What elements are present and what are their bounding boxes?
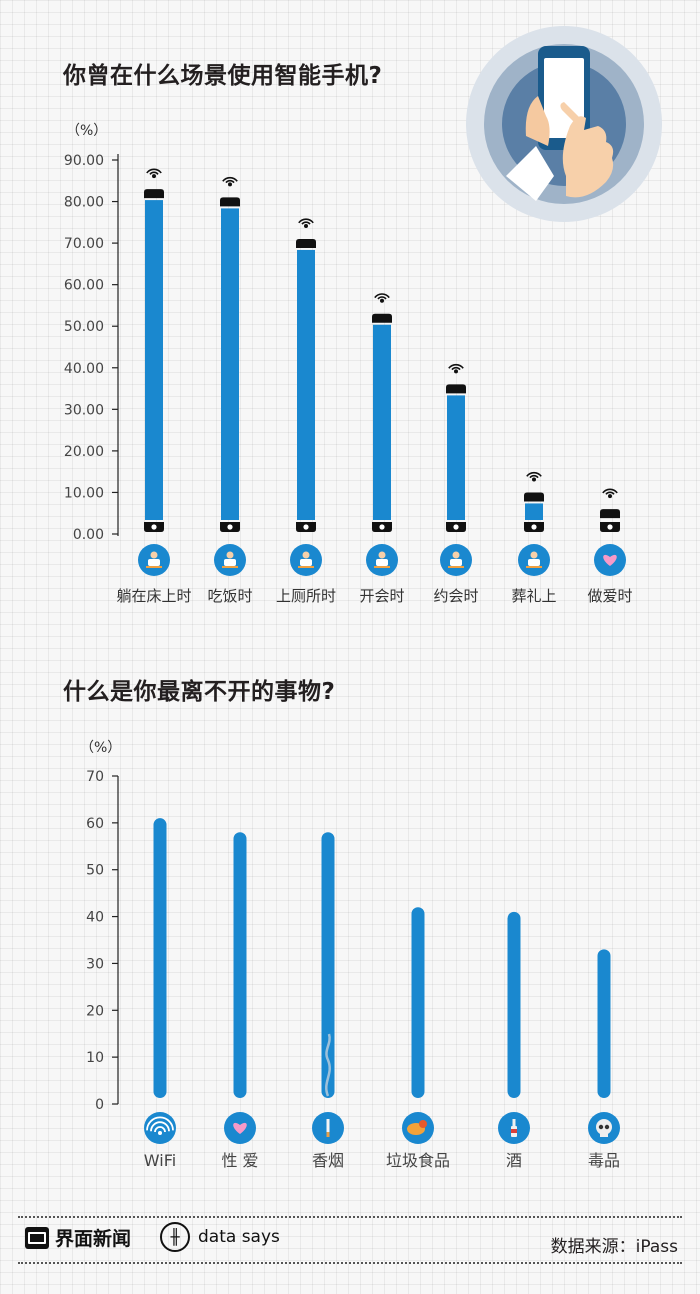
eating-icon <box>214 544 246 576</box>
hand-phone-illustration <box>466 26 662 222</box>
brand-logo-group: 界面新闻 <box>25 1224 131 1251</box>
scene-y-tick-label: 70.00 <box>64 236 104 252</box>
smoke-wisp <box>325 1033 331 1097</box>
scene-y-tick-label: 50.00 <box>64 319 104 335</box>
wifi-signal-icon-5 <box>526 471 542 482</box>
brand-logo-icon <box>25 1226 49 1249</box>
things-category-label: 香烟 <box>312 1151 344 1170</box>
heart-icon <box>224 1112 256 1144</box>
scene-y-tick-label: 10.00 <box>64 485 104 501</box>
things-y-tick-label: 0 <box>95 1097 104 1113</box>
scene-bar-chart: 0.00 10.00 20.00 30.00 40.00 50.00 60.00 70.00 8… <box>64 153 633 605</box>
things-y-tick-label: 50 <box>86 863 104 879</box>
scene-category-label: 做爱时 <box>587 587 632 605</box>
scene-chart-title: 你曾在什么场景使用智能手机? <box>63 63 383 89</box>
scene-y-tick-label: 20.00 <box>64 444 104 460</box>
wifi-signal-icon-2 <box>298 218 314 228</box>
scene-bar-5 <box>524 492 544 532</box>
things-y-tick-label: 10 <box>86 1050 104 1066</box>
things-bar-2 <box>321 832 335 1098</box>
things-bar-1 <box>233 832 247 1098</box>
things-y-tick-label: 40 <box>86 910 104 926</box>
scene-bar-0 <box>144 189 164 532</box>
wifi-signal-icon-0 <box>146 168 162 179</box>
date-icon <box>440 544 472 576</box>
data-says-label: data says <box>198 1227 280 1247</box>
wifi-signal-icon-1 <box>222 176 238 187</box>
things-y-tick-label: 30 <box>86 956 104 972</box>
scene-bar-2 <box>296 238 316 532</box>
scene-bar-6 <box>600 509 620 532</box>
things-bar-4 <box>507 911 521 1098</box>
toilet-icon <box>290 544 322 576</box>
scene-y-tick-label: 60.00 <box>64 278 104 294</box>
cigarette-icon <box>312 1112 344 1144</box>
things-y-tick-label: 70 <box>86 769 104 785</box>
data-source-note: 数据来源：iPass <box>550 1237 678 1257</box>
scene-bar-3 <box>372 313 392 532</box>
wifi-icon <box>144 1112 176 1144</box>
bed-icon <box>138 544 170 576</box>
junk-food-icon <box>402 1112 434 1144</box>
scene-category-label: 约会时 <box>433 587 478 605</box>
brand-name: 界面新闻 <box>55 1228 132 1250</box>
wine-icon <box>498 1112 530 1144</box>
things-chart-unit: （%） <box>80 740 122 756</box>
things-y-tick-label: 60 <box>86 816 104 832</box>
scene-y-tick-label: 80.00 <box>64 195 104 211</box>
scene-bar-4 <box>446 384 466 532</box>
scene-category-label: 上厕所时 <box>276 587 336 605</box>
data-says-logo-icon: ╫ <box>160 1222 190 1252</box>
scene-category-label: 葬礼上 <box>511 587 556 605</box>
wifi-signal-icon-4 <box>448 363 464 374</box>
skull-icon <box>588 1112 620 1144</box>
scene-category-label: 躺在床上时 <box>116 587 191 605</box>
scene-chart-unit: （%） <box>66 123 108 139</box>
things-y-tick-label: 20 <box>86 1003 104 1019</box>
wifi-signal-icon-3 <box>374 293 390 303</box>
scene-bar-1 <box>220 197 240 532</box>
scene-y-tick-label: 40.00 <box>64 361 104 377</box>
things-bar-5 <box>597 949 611 1098</box>
scene-category-label: 吃饭时 <box>207 587 252 605</box>
things-category-label: 毒品 <box>588 1151 620 1170</box>
scene-y-tick-label: 90.00 <box>64 153 104 169</box>
heart-icon <box>594 544 626 576</box>
things-category-label: 酒 <box>506 1151 522 1170</box>
things-bar-3 <box>411 907 425 1098</box>
scene-y-tick-label: 30.00 <box>64 402 104 418</box>
scene-y-tick-label: 0.00 <box>73 527 104 543</box>
things-category-label: 垃圾食品 <box>386 1151 450 1170</box>
footer-divider-top <box>18 1216 682 1218</box>
footer-divider-bottom <box>18 1262 682 1264</box>
wifi-signal-icon-6 <box>602 488 618 499</box>
things-bar-0 <box>153 818 167 1098</box>
things-chart-title: 什么是你最离不开的事物? <box>63 679 336 705</box>
scene-category-label: 开会时 <box>359 587 404 605</box>
data-says-group: ╫ data says <box>160 1222 280 1252</box>
things-category-label: WiFi <box>144 1151 176 1170</box>
funeral-icon <box>518 544 550 576</box>
things-category-label: 性 爱 <box>221 1151 258 1170</box>
meeting-icon <box>366 544 398 576</box>
